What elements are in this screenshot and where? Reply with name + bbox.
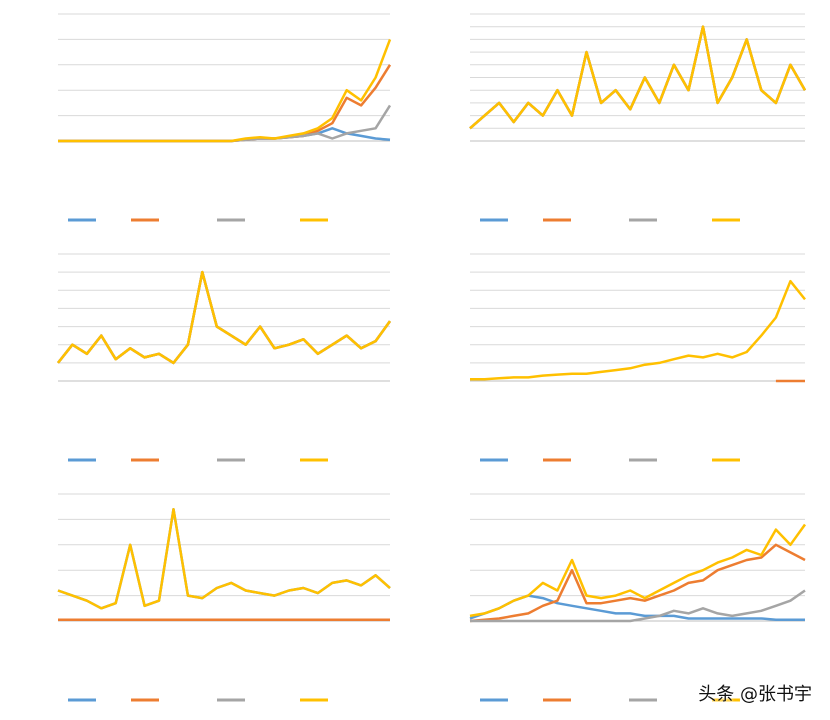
series-line [469,543,806,623]
watermark: 头条 @张书宇 [698,684,812,705]
series-line [57,507,391,610]
series-line [57,270,392,365]
series-line [57,270,392,365]
series-line [469,25,807,130]
series-line [57,270,392,365]
series-line [469,523,807,618]
series-line [470,279,806,381]
series-line [57,507,391,610]
series-line [470,589,806,623]
series-line [58,38,392,143]
series-line [57,270,392,365]
